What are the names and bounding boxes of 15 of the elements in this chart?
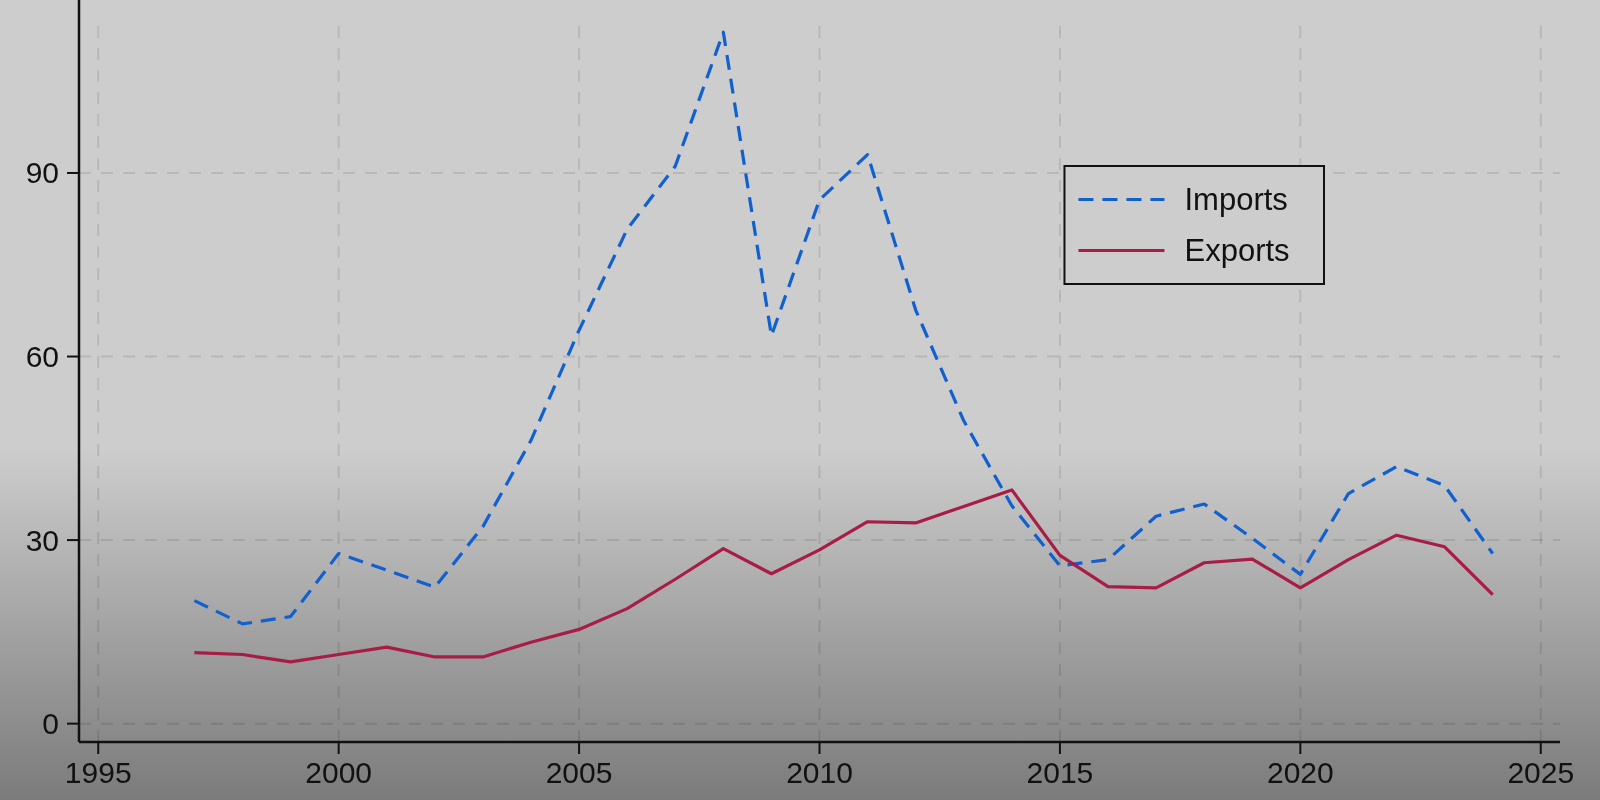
legend-label: Imports bbox=[1184, 182, 1288, 218]
line-series bbox=[192, 30, 1495, 626]
x-tick-label: 2025 bbox=[1507, 756, 1575, 789]
y-tick-label: 30 bbox=[25, 523, 59, 557]
x-tick-label: 2005 bbox=[545, 756, 613, 789]
line-series bbox=[192, 488, 1495, 664]
x-tick-label: 2000 bbox=[305, 756, 373, 789]
x-tick-label: 2015 bbox=[1026, 756, 1094, 789]
y-tick-label: 60 bbox=[25, 340, 59, 374]
x-tick-label: 2010 bbox=[786, 756, 853, 789]
y-tick-label: 0 bbox=[42, 707, 59, 741]
x-tick-label: 2020 bbox=[1266, 756, 1334, 789]
legend-label: Exports bbox=[1184, 233, 1290, 269]
x-tick-label: 1995 bbox=[64, 756, 132, 789]
y-tick-label: 90 bbox=[25, 156, 59, 190]
